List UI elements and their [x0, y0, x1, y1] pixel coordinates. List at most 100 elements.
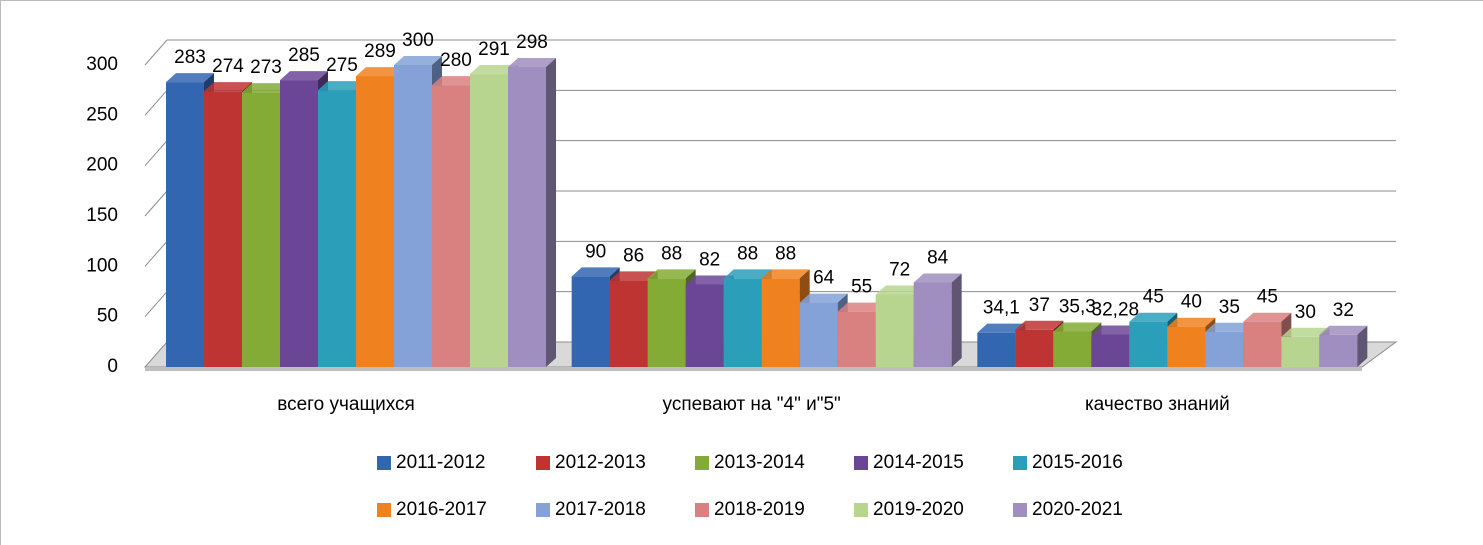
grid-line	[144, 90, 168, 116]
data-label: 32	[1333, 300, 1354, 321]
data-label: 300	[402, 30, 434, 51]
bar	[432, 85, 470, 367]
bar-top	[394, 56, 442, 65]
legend-label: 2018-2019	[714, 499, 805, 520]
bar	[571, 276, 610, 367]
bar	[1015, 329, 1054, 367]
bar-top	[470, 65, 518, 75]
bar-top	[1319, 325, 1368, 335]
bar-top	[1281, 327, 1330, 337]
bar	[761, 278, 800, 367]
bar	[508, 67, 546, 367]
y-tick-label: 0	[107, 356, 118, 377]
bar-top	[837, 302, 886, 312]
data-label: 291	[478, 39, 510, 60]
data-label: 37	[1029, 295, 1050, 316]
y-tick-label: 150	[86, 205, 118, 226]
bar-top	[280, 71, 328, 81]
bar	[1319, 334, 1358, 367]
bar	[609, 280, 648, 367]
data-label: 35	[1219, 297, 1240, 318]
bar	[1053, 331, 1092, 367]
bar-top	[761, 269, 810, 279]
bar-top	[204, 82, 252, 92]
legend-label: 2011-2012	[396, 452, 485, 473]
data-label: 298	[516, 32, 548, 53]
data-label: 280	[440, 50, 472, 71]
bar-top	[723, 269, 772, 279]
bar	[280, 80, 318, 367]
grid-line	[144, 140, 168, 166]
bar	[685, 284, 724, 367]
bar	[204, 91, 242, 367]
legend-swatch	[854, 503, 868, 517]
legend-swatch	[536, 503, 550, 517]
y-tick-label: 200	[86, 155, 118, 176]
data-label: 273	[250, 57, 282, 78]
data-label: 72	[889, 260, 910, 281]
bar	[977, 332, 1016, 367]
legend-swatch	[536, 456, 550, 470]
data-label: 30	[1295, 302, 1316, 323]
legend-label: 2014-2015	[873, 452, 964, 473]
data-label: 32,28	[1092, 300, 1140, 321]
bar-side	[951, 273, 962, 367]
bar-top	[571, 267, 620, 277]
bar	[1129, 321, 1168, 367]
data-label: 86	[623, 245, 644, 266]
data-label: 35,3	[1059, 296, 1096, 317]
data-label: 88	[775, 243, 796, 264]
bar	[470, 74, 508, 367]
x-tick-label: успевают на "4" и"5"	[663, 394, 841, 415]
legend-label: 2013-2014	[714, 452, 805, 473]
data-label: 88	[737, 243, 758, 264]
x-tick-label: качество знаний	[1085, 394, 1230, 415]
bar	[1091, 334, 1130, 367]
grid-line	[144, 241, 168, 267]
bar	[1281, 336, 1320, 367]
legend-label: 2015-2016	[1032, 452, 1123, 473]
y-tick-label: 100	[86, 255, 118, 276]
data-label: 55	[851, 277, 872, 298]
data-label: 283	[174, 47, 206, 68]
bar	[913, 282, 952, 367]
data-label: 45	[1143, 287, 1164, 308]
bar	[242, 92, 280, 368]
bar-top	[1091, 325, 1140, 335]
y-tick-label: 250	[86, 104, 118, 125]
bar-side	[1357, 325, 1368, 367]
bar	[394, 65, 432, 367]
data-label: 275	[326, 55, 358, 76]
bar-top	[242, 83, 290, 93]
bar	[799, 302, 838, 367]
bar	[875, 294, 914, 367]
legend-label: 2016-2017	[396, 499, 487, 520]
bar-top	[166, 73, 214, 83]
legend-swatch	[1013, 503, 1027, 517]
bar	[356, 76, 394, 367]
bar-top	[432, 76, 480, 86]
data-label: 289	[364, 41, 396, 62]
x-tick-label: всего учащихся	[277, 394, 415, 415]
bar-top	[1167, 317, 1216, 327]
bar-top	[1243, 312, 1292, 322]
data-label: 34,1	[983, 298, 1020, 319]
data-label: 274	[212, 56, 244, 77]
grid-line	[144, 190, 168, 217]
data-label: 84	[927, 247, 949, 268]
bar-top	[799, 293, 848, 303]
bar-top	[647, 269, 696, 279]
bar	[1243, 321, 1282, 367]
bar-top	[1205, 322, 1254, 332]
bar	[723, 278, 762, 367]
bar-side	[546, 58, 556, 367]
bar-top	[913, 273, 962, 283]
y-tick-label: 300	[86, 54, 118, 75]
data-label: 40	[1181, 292, 1202, 313]
bar	[1205, 331, 1244, 367]
bar	[647, 278, 686, 367]
bar-top	[1129, 312, 1178, 322]
grid-line	[144, 291, 168, 317]
